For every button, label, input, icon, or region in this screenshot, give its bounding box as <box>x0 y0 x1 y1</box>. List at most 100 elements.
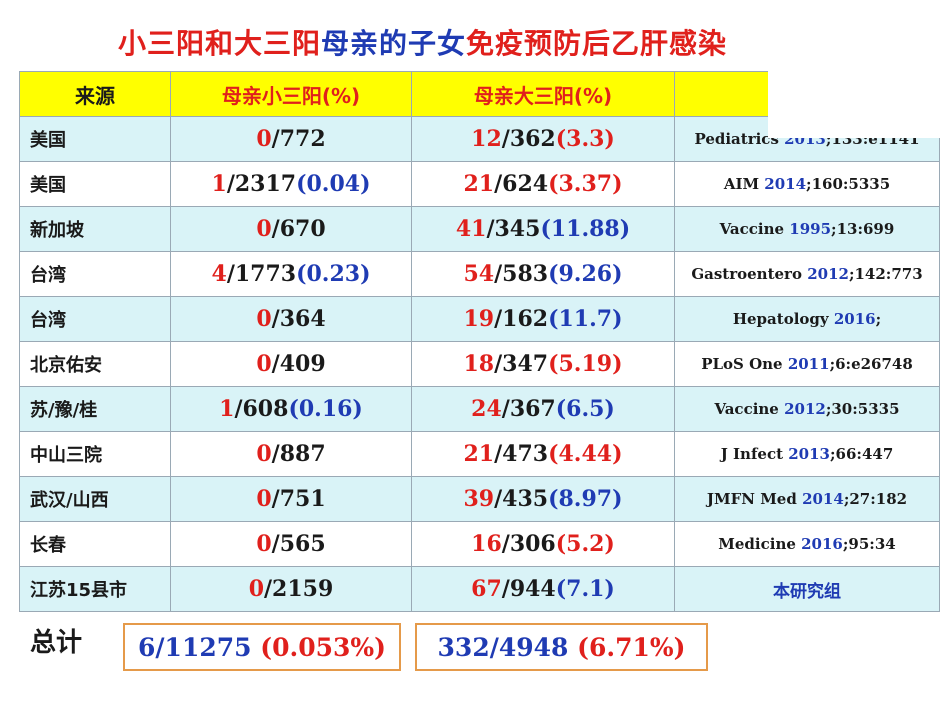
ref-detail: ;95:34 <box>842 535 896 553</box>
cell-big-three-positive: 39/435(8.97) <box>411 476 675 522</box>
ref-journal: PLoS One <box>701 355 788 373</box>
big-total-count: /583 <box>494 261 549 287</box>
ref-detail: ;66:447 <box>830 445 894 463</box>
small-total-count: /772 <box>271 126 326 152</box>
ref-detail: ; <box>875 310 882 328</box>
cell-reference: Hepatology 2016; <box>674 296 940 342</box>
header-source: 来源 <box>19 71 171 117</box>
big-positive-count: 18 <box>463 351 495 377</box>
slide-title: 小三阳和大三阳母亲的子女免疫预防后乙肝感染 <box>118 22 727 62</box>
small-percent: (0.04) <box>296 171 371 197</box>
small-positive-count: 0 <box>256 531 272 557</box>
table-row: 中山三院 0/887 21/473(4.44) J Infect 2013;66:44… <box>19 431 940 477</box>
cell-small-three-positive: 0/409 <box>170 341 412 387</box>
table-row: 苏/豫/桂 1/608(0.16) 24/367(6.5) Vaccine 2012;… <box>19 386 940 432</box>
hbv-infection-table: 来源 母亲小三阳(%) 母亲大三阳(%) 参 美国0/77212/362(3.3… <box>19 71 940 612</box>
big-percent: (5.19) <box>548 351 623 377</box>
total-small-box: 6/11275 (0.053%) <box>123 623 401 671</box>
big-percent: (5.2) <box>555 531 615 557</box>
big-total-count: /473 <box>494 441 549 467</box>
small-positive-count: 1 <box>219 396 235 422</box>
big-total-count: /435 <box>494 486 549 512</box>
table-row: 江苏15县市 0/2159 67/944(7.1) 本研究组 <box>19 566 940 612</box>
small-positive-count: 0 <box>256 126 272 152</box>
cell-small-three-positive: 0/670 <box>170 206 412 252</box>
total-big-box: 332/4948 (6.71%) <box>415 623 708 671</box>
total-big-pct: (6.71%) <box>577 632 686 662</box>
table-row: 美国 0/772 12/362(3.3) Pediatrics 2013;133:e1… <box>19 116 940 162</box>
small-percent: (0.23) <box>296 261 371 287</box>
small-positive-count: 0 <box>256 216 272 242</box>
big-positive-count: 21 <box>463 171 495 197</box>
cell-reference: Gastroentero 2012;142:773 <box>674 251 940 297</box>
cell-source: 武汉/山西 <box>19 476 171 522</box>
table-row: 台湾 0/364 19/162(11.7) Hepatology 2016; <box>19 296 940 342</box>
cell-source: 长春 <box>19 521 171 567</box>
table-row: 美国 1/2317(0.04) 21/624(3.37) AIM 2014;160:5… <box>19 161 940 207</box>
total-small-pct: (0.053%) <box>260 632 386 662</box>
cell-big-three-positive: 41/345(11.88) <box>411 206 675 252</box>
small-total-count: /608 <box>234 396 289 422</box>
ref-journal: Vaccine <box>719 220 790 238</box>
cell-small-three-positive: 4/1773(0.23) <box>170 251 412 297</box>
big-total-count: /306 <box>501 531 556 557</box>
small-total-count: /751 <box>271 486 326 512</box>
cell-source: 美国 <box>19 161 171 207</box>
small-total-count: /565 <box>271 531 326 557</box>
header-big-three-positive: 母亲大三阳(%) <box>411 71 675 117</box>
ref-year: 2012 <box>784 400 826 418</box>
big-percent: (3.3) <box>555 126 615 152</box>
big-positive-count: 21 <box>463 441 495 467</box>
cell-reference: AIM 2014;160:5335 <box>674 161 940 207</box>
small-positive-count: 0 <box>256 351 272 377</box>
title-part-2: 母亲的子女 <box>321 27 467 60</box>
small-positive-count: 0 <box>256 306 272 332</box>
cell-big-three-positive: 21/624(3.37) <box>411 161 675 207</box>
cell-big-three-positive: 18/347(5.19) <box>411 341 675 387</box>
cell-reference: Vaccine 2012;30:5335 <box>674 386 940 432</box>
cell-reference: Vaccine 1995;13:699 <box>674 206 940 252</box>
small-percent: (0.16) <box>288 396 363 422</box>
big-percent: (7.1) <box>555 576 615 602</box>
total-label: 总计 <box>30 628 83 658</box>
big-percent: (9.26) <box>548 261 623 287</box>
cell-source: 苏/豫/桂 <box>19 386 171 432</box>
cell-source: 台湾 <box>19 296 171 342</box>
ref-journal: Medicine <box>718 535 802 553</box>
big-positive-count: 54 <box>463 261 495 287</box>
big-total-count: /345 <box>486 216 541 242</box>
big-percent: (11.7) <box>548 306 623 332</box>
cell-source: 中山三院 <box>19 431 171 477</box>
table-row: 长春 0/565 16/306(5.2) Medicine 2016;95:34 <box>19 521 940 567</box>
title-part-3: 免疫预防后乙肝感 <box>466 27 699 60</box>
table-row: 北京佑安 0/409 18/347(5.19) PLoS One 2011;6:e26… <box>19 341 940 387</box>
table-body: 美国 0/772 12/362(3.3) Pediatrics 2013;133:e1… <box>19 116 940 612</box>
cell-source: 北京佑安 <box>19 341 171 387</box>
ref-year: 2013 <box>788 445 830 463</box>
cell-reference: Medicine 2016;95:34 <box>674 521 940 567</box>
cell-small-three-positive: 0/751 <box>170 476 412 522</box>
ref-journal: JMFN Med <box>706 490 803 508</box>
header-small-three-positive: 母亲小三阳(%) <box>170 71 412 117</box>
total-big-count: 332/4948 <box>437 632 569 662</box>
cell-big-three-positive: 67/944(7.1) <box>411 566 675 612</box>
ref-journal: Pediatrics <box>694 130 785 148</box>
small-total-count: /2317 <box>226 171 297 197</box>
small-total-count: /1773 <box>226 261 297 287</box>
ref-journal: Vaccine <box>714 400 785 418</box>
cell-small-three-positive: 0/887 <box>170 431 412 477</box>
table-row: 台湾 4/1773(0.23) 54/583(9.26) Gastroentero 2… <box>19 251 940 297</box>
ref-year: 2016 <box>833 310 876 328</box>
small-positive-count: 0 <box>256 441 272 467</box>
cell-reference: JMFN Med 2014;27:182 <box>674 476 940 522</box>
small-total-count: /670 <box>271 216 326 242</box>
small-positive-count: 1 <box>211 171 227 197</box>
cell-small-three-positive: 0/772 <box>170 116 412 162</box>
big-positive-count: 24 <box>471 396 502 422</box>
cell-small-three-positive: 0/565 <box>170 521 412 567</box>
cell-big-three-positive: 12/362(3.3) <box>411 116 675 162</box>
ref-year: 2014 <box>764 175 807 193</box>
ref-detail: ;27:182 <box>843 490 908 508</box>
big-percent: (3.37) <box>548 171 623 197</box>
big-total-count: /347 <box>494 351 549 377</box>
